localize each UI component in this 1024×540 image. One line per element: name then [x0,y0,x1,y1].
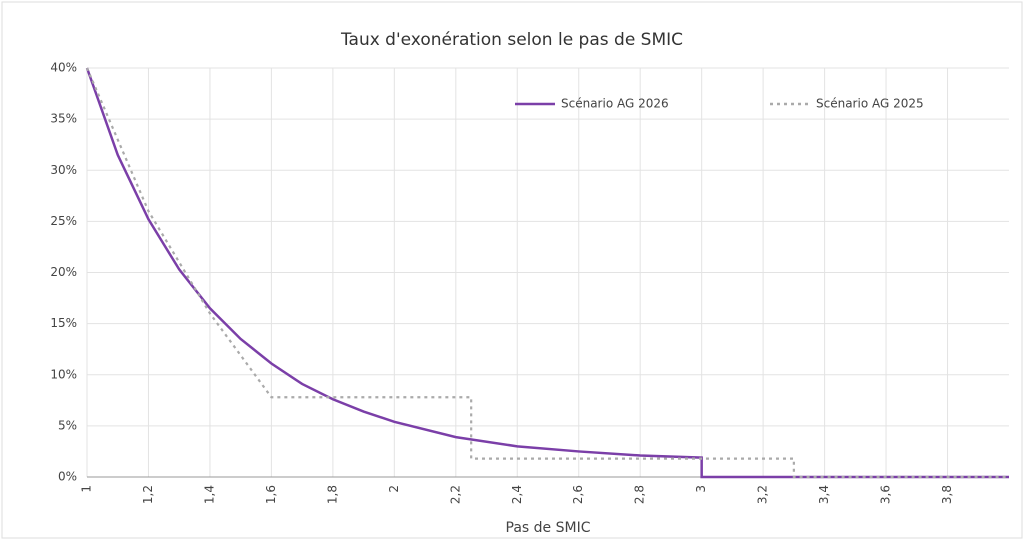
y-tick-label: 30% [50,163,77,177]
y-tick-label: 40% [50,61,77,75]
x-tick-label: 1,6 [264,485,278,504]
y-tick-label: 20% [50,265,77,279]
legend-label: Scénario AG 2025 [816,97,924,111]
x-tick-label: 3 [694,485,708,493]
x-tick-label: 1,4 [202,485,216,504]
y-tick-label: 25% [50,214,77,228]
x-tick-label: 2 [387,485,401,493]
series-line [85,67,1009,479]
x-tick-label: 1 [80,485,94,493]
y-tick-label: 5% [58,418,77,432]
y-tick-label: 10% [50,367,77,381]
x-axis-title: Pas de SMIC [506,520,591,536]
chart-title: Taux d'exonération selon le pas de SMIC [340,30,683,50]
x-tick-label: 2,6 [571,485,585,504]
x-tick-label: 1,8 [325,485,339,504]
x-tick-label: 3,6 [879,485,893,504]
y-tick-label: 0% [58,470,77,484]
legend-label: Scénario AG 2026 [561,97,669,111]
x-tick-label: 3,4 [817,485,831,504]
y-tick-label: 35% [50,112,77,126]
y-tick-label: 15% [50,316,77,330]
x-tick-label: 3,8 [940,485,954,504]
x-tick-label: 3,2 [756,485,770,504]
series-line [85,67,1009,479]
x-tick-label: 1,2 [141,485,155,504]
x-tick-label: 2,2 [448,485,462,504]
x-tick-label: 2,8 [633,485,647,504]
x-tick-label: 2,4 [510,485,524,504]
